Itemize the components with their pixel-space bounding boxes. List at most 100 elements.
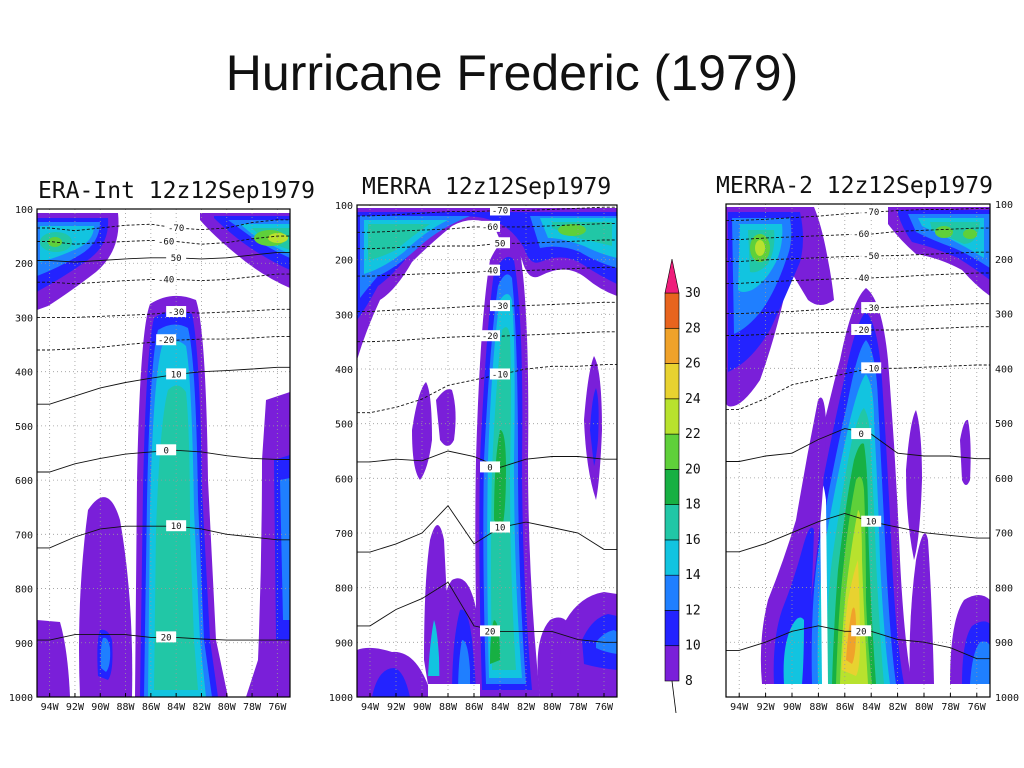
merra-y-tick-label: 400 — [335, 365, 353, 376]
colorbar-swatch — [664, 398, 680, 435]
merra-x-tick-label: 92W — [387, 702, 406, 713]
merra-contour-label-bg — [490, 300, 510, 312]
era-int-frame — [36, 208, 291, 698]
era-int-y-tick-label: 600 — [15, 476, 33, 487]
merra-contour-line — [357, 504, 617, 553]
merra-x-tick-label: 76W — [595, 702, 614, 713]
merra2-contour-line — [726, 251, 990, 262]
era-int-contour-line — [37, 366, 290, 405]
era-int-x-tick-label: 92W — [66, 702, 85, 713]
merra-x-tick-label: 80W — [543, 702, 562, 713]
colorbar-swatch — [664, 504, 680, 541]
merra2-y-tick-label: 500 — [995, 419, 1013, 430]
merra-contour-label: 50 — [495, 239, 506, 249]
merra-contour-label: 20 — [485, 627, 496, 637]
merra-title: MERRA 12z12Sep1979 — [362, 174, 611, 200]
merra-contour-label: -10 — [492, 370, 508, 380]
era-int-contour-label: -20 — [158, 336, 174, 346]
era-int-y-tick-label: 400 — [15, 368, 33, 379]
merra-contour-label: 0 — [487, 463, 492, 473]
merra2-x-tick-label: 94W — [730, 702, 749, 713]
merra2-contour-line — [726, 513, 990, 553]
colorbar-tick-label: 12 — [685, 603, 701, 618]
merra-contour-label: -60 — [482, 223, 498, 233]
colorbar-tick-label: 26 — [685, 357, 701, 372]
colorbar-tick-label: 10 — [685, 639, 701, 654]
merra2-contour-label: -30 — [863, 304, 879, 314]
era-int-title: ERA-Int 12z12Sep1979 — [38, 178, 315, 204]
colorbar-tick-label: 16 — [685, 533, 701, 548]
era-int-x-tick-label: 76W — [268, 702, 287, 713]
era-int-x-tick-label: 88W — [117, 702, 136, 713]
era-int-x-tick-label: 80W — [218, 702, 237, 713]
era-int-contour-line — [37, 219, 290, 232]
merra2-contour-label: 10 — [866, 518, 877, 528]
era-int-contour-label-bg — [166, 251, 187, 263]
era-int-shading — [37, 213, 290, 697]
era-int-y-tick-label: 200 — [15, 259, 33, 270]
merra2-panel: MERRA-2 12z12Sep1979 — [716, 173, 1019, 713]
merra2-contour-label-bg — [861, 515, 882, 527]
era-int-contour-label: 0 — [163, 446, 168, 456]
slide-title: Hurricane Frederic (1979) — [225, 45, 799, 101]
merra-contour-label-bg — [480, 625, 500, 637]
merra-contour-line — [357, 301, 617, 313]
colorbar-swatch — [664, 363, 680, 400]
era-int-contour-label: 10 — [171, 370, 182, 380]
era-int-y-tick-label: 1000 — [9, 693, 33, 704]
colorbar-bottom-tail — [671, 680, 677, 714]
merra-y-tick-label: 100 — [335, 201, 353, 212]
colorbar-swatch — [664, 610, 680, 647]
colorbar-swatch — [664, 574, 680, 611]
merra-contour-label-bg — [490, 204, 510, 216]
merra-y-tick-label: 300 — [335, 310, 353, 321]
merra2-x-tick-label: 88W — [809, 702, 828, 713]
merra2-x-tick-label: 76W — [968, 702, 987, 713]
colorbar-swatch — [664, 539, 680, 576]
merra-x-tick-label: 86W — [465, 702, 484, 713]
merra-x-tick-label: 84W — [491, 702, 510, 713]
merra2-contour-label: 0 — [858, 430, 863, 440]
era-int-contour-label-bg — [166, 368, 187, 380]
merra-x-tick-label: 88W — [439, 702, 458, 713]
era-int-contour-label-bg — [156, 273, 177, 285]
merra-x-tick-label: 78W — [569, 702, 588, 713]
era-int-y-tick-label: 800 — [15, 585, 33, 596]
colorbar-swatch — [664, 292, 680, 329]
colorbar-tick-label: 22 — [685, 427, 701, 442]
era-int-x-tick-label: 86W — [142, 702, 161, 713]
merra2-x-tick-label: 86W — [836, 702, 855, 713]
merra-contour-label-bg — [480, 264, 500, 276]
merra-y-tick-label: 1000 — [329, 693, 353, 704]
merra2-contour-label-bg — [851, 625, 872, 637]
merra2-y-tick-label: 700 — [995, 529, 1013, 540]
era-int-x-tick-label: 84W — [167, 702, 186, 713]
merra-contour-label: -40 — [482, 267, 498, 277]
merra2-contour-label: -70 — [863, 208, 879, 218]
merra2-x-tick-label: 82W — [889, 702, 908, 713]
merra2-y-tick-label: 1000 — [995, 693, 1019, 704]
era-int-x-tick-label: 78W — [243, 702, 262, 713]
colorbar: 8 10 12 14 16 18 20 22 24 26 28 30 — [664, 258, 701, 714]
merra2-contour-label: -40 — [853, 274, 869, 284]
merra2-contour-label: -50 — [863, 252, 879, 262]
merra2-contour-label: -10 — [863, 364, 879, 374]
era-int-contour-label: 20 — [161, 633, 172, 643]
merra2-x-tick-label: 92W — [757, 702, 776, 713]
merra2-contour-label-bg — [851, 271, 872, 283]
colorbar-top-arrow — [664, 258, 680, 294]
era-int-contour-label: 10 — [171, 522, 182, 532]
era-int-contour-label-bg — [166, 520, 187, 532]
era-int-contour-label: -60 — [158, 238, 174, 248]
era-int-y-tick-label: 300 — [15, 313, 33, 324]
merra2-contour-line — [726, 364, 990, 410]
merra-x-tick-label: 90W — [413, 702, 432, 713]
era-int-x-tick-label: 90W — [91, 702, 110, 713]
merra-contour-label: -20 — [482, 332, 498, 342]
merra-y-tick-label: 600 — [335, 474, 353, 485]
merra2-contour-label-bg — [861, 206, 882, 218]
colorbar-tick-label: 18 — [685, 498, 701, 513]
merra-x-tick-label: 94W — [361, 702, 380, 713]
merra2-y-tick-label: 900 — [995, 638, 1013, 649]
colorbar-tick-label: 24 — [685, 392, 701, 407]
